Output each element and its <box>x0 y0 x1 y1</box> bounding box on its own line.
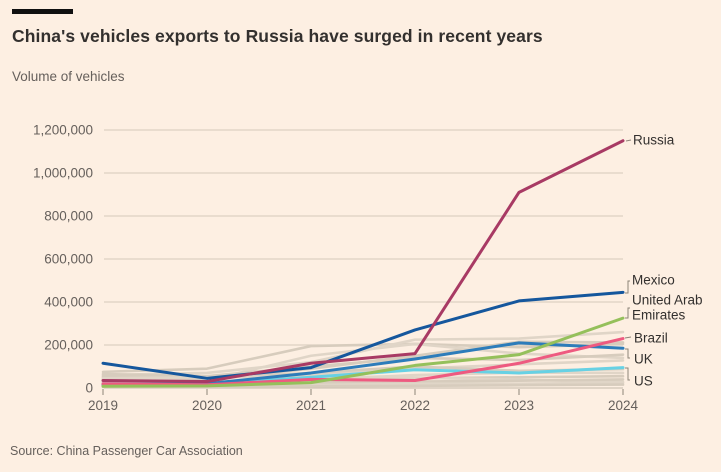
background-country-line <box>101 342 625 374</box>
x-axis-tick-label: 2022 <box>400 398 430 413</box>
chart-title: China's vehicles exports to Russia have … <box>12 26 543 46</box>
x-axis-tick-label: 2021 <box>296 398 326 413</box>
leader-line-mexico <box>625 280 630 294</box>
y-axis-tick-label: 600,000 <box>44 252 93 267</box>
y-axis-tick-label: 0 <box>85 381 93 396</box>
y-axis-tick-label: 1,200,000 <box>33 123 93 138</box>
line-united-arab-emirates <box>101 316 625 388</box>
label-united-arab-emirates: Emirates <box>632 308 686 323</box>
leader-line-united-arab-emirates <box>625 307 630 319</box>
label-uk: UK <box>634 352 653 367</box>
y-axis-tick-label: 1,000,000 <box>33 166 93 181</box>
y-axis-tick-label: 800,000 <box>44 209 93 224</box>
leader-line-uk <box>625 348 630 359</box>
leader-line-us <box>625 367 630 381</box>
y-axis-tick-label: 200,000 <box>44 338 93 353</box>
x-axis-tick-label: 2024 <box>608 398 639 413</box>
leader-line-brazil <box>624 336 632 339</box>
line-mexico <box>101 290 625 380</box>
label-united-arab-emirates: United Arab <box>632 293 703 308</box>
leader-line-russia <box>625 139 632 142</box>
y-axis-tick-label: 400,000 <box>44 295 93 310</box>
x-axis-tick-label: 2020 <box>192 398 222 413</box>
label-brazil: Brazil <box>634 331 668 346</box>
label-russia: Russia <box>633 133 675 148</box>
accent-bar <box>12 9 73 14</box>
line-russia <box>101 139 625 384</box>
label-us: US <box>634 374 653 389</box>
x-axis-tick-label: 2023 <box>504 398 534 413</box>
chart-subtitle: Volume of vehicles <box>12 69 125 84</box>
x-axis-tick-label: 2019 <box>88 398 118 413</box>
source-note: Source: China Passenger Car Association <box>10 444 243 458</box>
label-mexico: Mexico <box>632 273 675 288</box>
